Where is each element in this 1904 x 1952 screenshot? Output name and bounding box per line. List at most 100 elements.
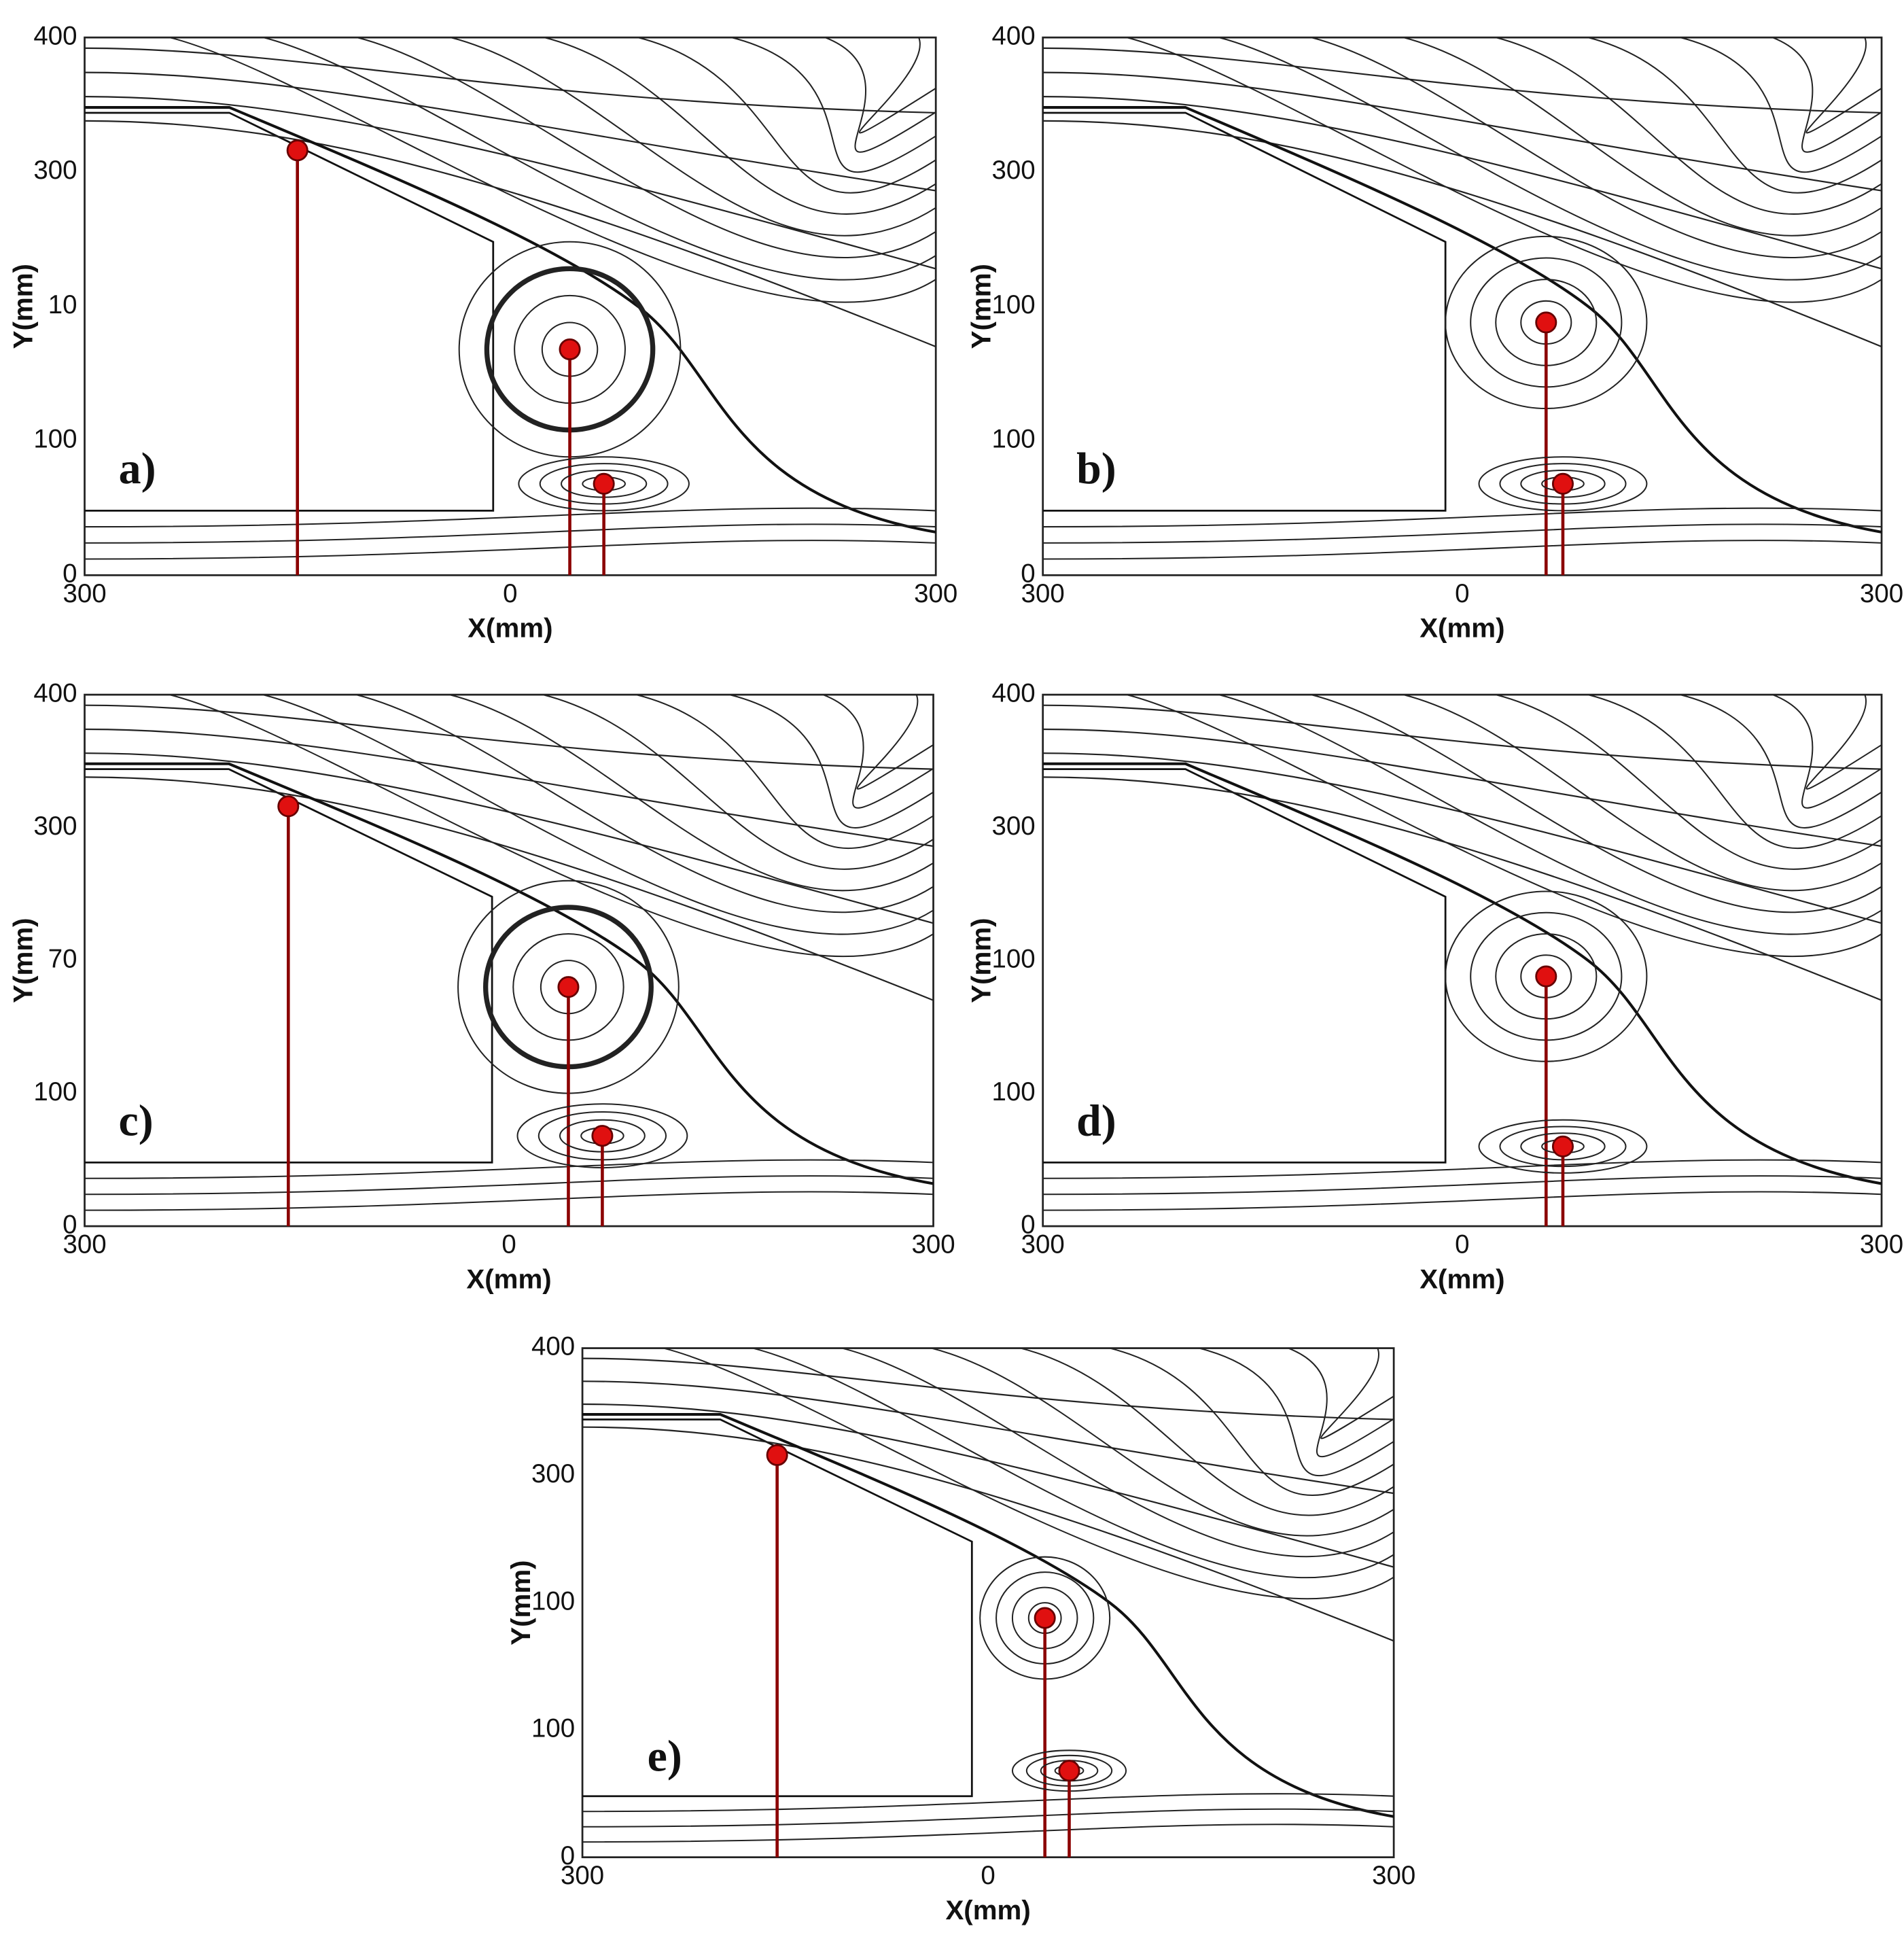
vortex-marker (557, 976, 580, 998)
y-tick-label: 300 (33, 156, 77, 185)
streamline (582, 1426, 1394, 1642)
streamline (582, 1412, 1394, 1818)
streamline (1042, 507, 1882, 528)
streamline (1311, 37, 1882, 258)
streamline (84, 120, 936, 348)
streamline (1109, 1347, 1394, 1496)
streamline (1042, 106, 1882, 534)
panel-label: b) (1076, 444, 1116, 493)
y-tick-label: 0 (63, 1210, 77, 1239)
x-tick-label: 300 (1021, 579, 1065, 608)
vehicle-body (84, 768, 493, 1164)
vehicle-body (1042, 768, 1447, 1164)
y-axis-label: Y(mm) (7, 264, 38, 349)
streamline (752, 1347, 1394, 1579)
streamline (1042, 762, 1882, 1185)
x-tick-label: 300 (1860, 579, 1903, 608)
x-tick-label: 300 (914, 579, 957, 608)
x-tick-label: 300 (63, 1230, 106, 1259)
x-axis-label: X(mm) (1420, 1263, 1504, 1294)
x-tick-label: 0 (981, 1861, 995, 1890)
streamline (544, 37, 936, 215)
x-tick-label: 0 (1455, 579, 1469, 608)
vehicle-body (582, 1418, 973, 1798)
streamline (1042, 728, 1882, 848)
y-tick-label: 300 (531, 1459, 575, 1488)
streamline (84, 1191, 934, 1211)
x-tick-label: 300 (1021, 1230, 1065, 1259)
plot-frame (84, 36, 937, 576)
x-tick-label: 300 (1860, 1230, 1903, 1259)
plot-frame (1042, 693, 1883, 1227)
streamline (1680, 37, 1882, 173)
streamline (449, 694, 934, 892)
y-tick-label: 0 (1021, 559, 1035, 588)
streamline (1772, 37, 1882, 153)
streamline (1199, 1347, 1394, 1477)
panel-label: d) (1076, 1096, 1116, 1146)
y-tick-label: 300 (992, 156, 1036, 185)
streamline (582, 1808, 1394, 1828)
streamline (84, 728, 934, 848)
streamline (84, 1175, 934, 1196)
streamline (1042, 1159, 1882, 1179)
x-axis-label: X(mm) (1420, 613, 1504, 644)
streamline (1288, 1347, 1394, 1457)
streamline (1772, 694, 1882, 809)
streamline (1587, 694, 1882, 850)
y-tick-label: 400 (33, 678, 77, 708)
streamline (1126, 37, 1882, 303)
y-tick-label: 0 (561, 1841, 575, 1870)
separation-marker (766, 1444, 788, 1466)
streamline (355, 694, 934, 913)
y-tick-label: 400 (992, 678, 1036, 708)
y-tick-label: 400 (531, 1332, 575, 1361)
streamline (637, 37, 936, 194)
streamline (84, 523, 936, 544)
streamline (1218, 37, 1882, 281)
streamline (84, 507, 936, 528)
y-axis-label: Y(mm) (7, 918, 38, 1003)
streamline (663, 1347, 1394, 1600)
streamline (1042, 776, 1882, 1001)
y-tick-label: 100 (992, 944, 1036, 973)
streamline (450, 37, 936, 237)
plot-frame (1042, 36, 1883, 576)
x-tick-label: 300 (561, 1861, 604, 1890)
y-tick-label: 100 (992, 290, 1036, 319)
streamline (1587, 37, 1882, 194)
panel-label: a) (119, 444, 156, 493)
y-tick-label: 10 (48, 290, 77, 319)
y-tick-label: 400 (33, 21, 77, 50)
streamline (731, 37, 936, 173)
x-tick-label: 0 (501, 1230, 516, 1259)
y-tick-label: 400 (992, 21, 1036, 50)
streamline (1496, 694, 1882, 870)
streamline (1805, 37, 1882, 134)
y-tick-label: 300 (33, 812, 77, 841)
vehicle-body (84, 111, 495, 512)
streamline (357, 37, 936, 258)
streamline (1126, 694, 1882, 957)
streamline (582, 1357, 1394, 1421)
streamline (729, 694, 934, 829)
vortex-marker (1551, 472, 1574, 495)
streamline (84, 47, 936, 114)
x-axis-label: X(mm) (468, 613, 552, 644)
x-tick-label: 300 (1372, 1861, 1415, 1890)
x-axis-label: X(mm) (466, 1263, 551, 1294)
streamline (841, 1347, 1394, 1558)
vortex-marker (1551, 1135, 1574, 1157)
plot-frame (84, 693, 934, 1227)
y-tick-label: 100 (992, 1077, 1036, 1106)
y-tick-label: 100 (33, 425, 77, 454)
panel-label: c) (118, 1096, 153, 1146)
streamline (1020, 1347, 1394, 1516)
y-tick-label: 100 (531, 1714, 575, 1743)
y-tick-label: 300 (992, 812, 1036, 841)
streamline (1042, 1191, 1882, 1211)
streamline (1680, 694, 1882, 829)
